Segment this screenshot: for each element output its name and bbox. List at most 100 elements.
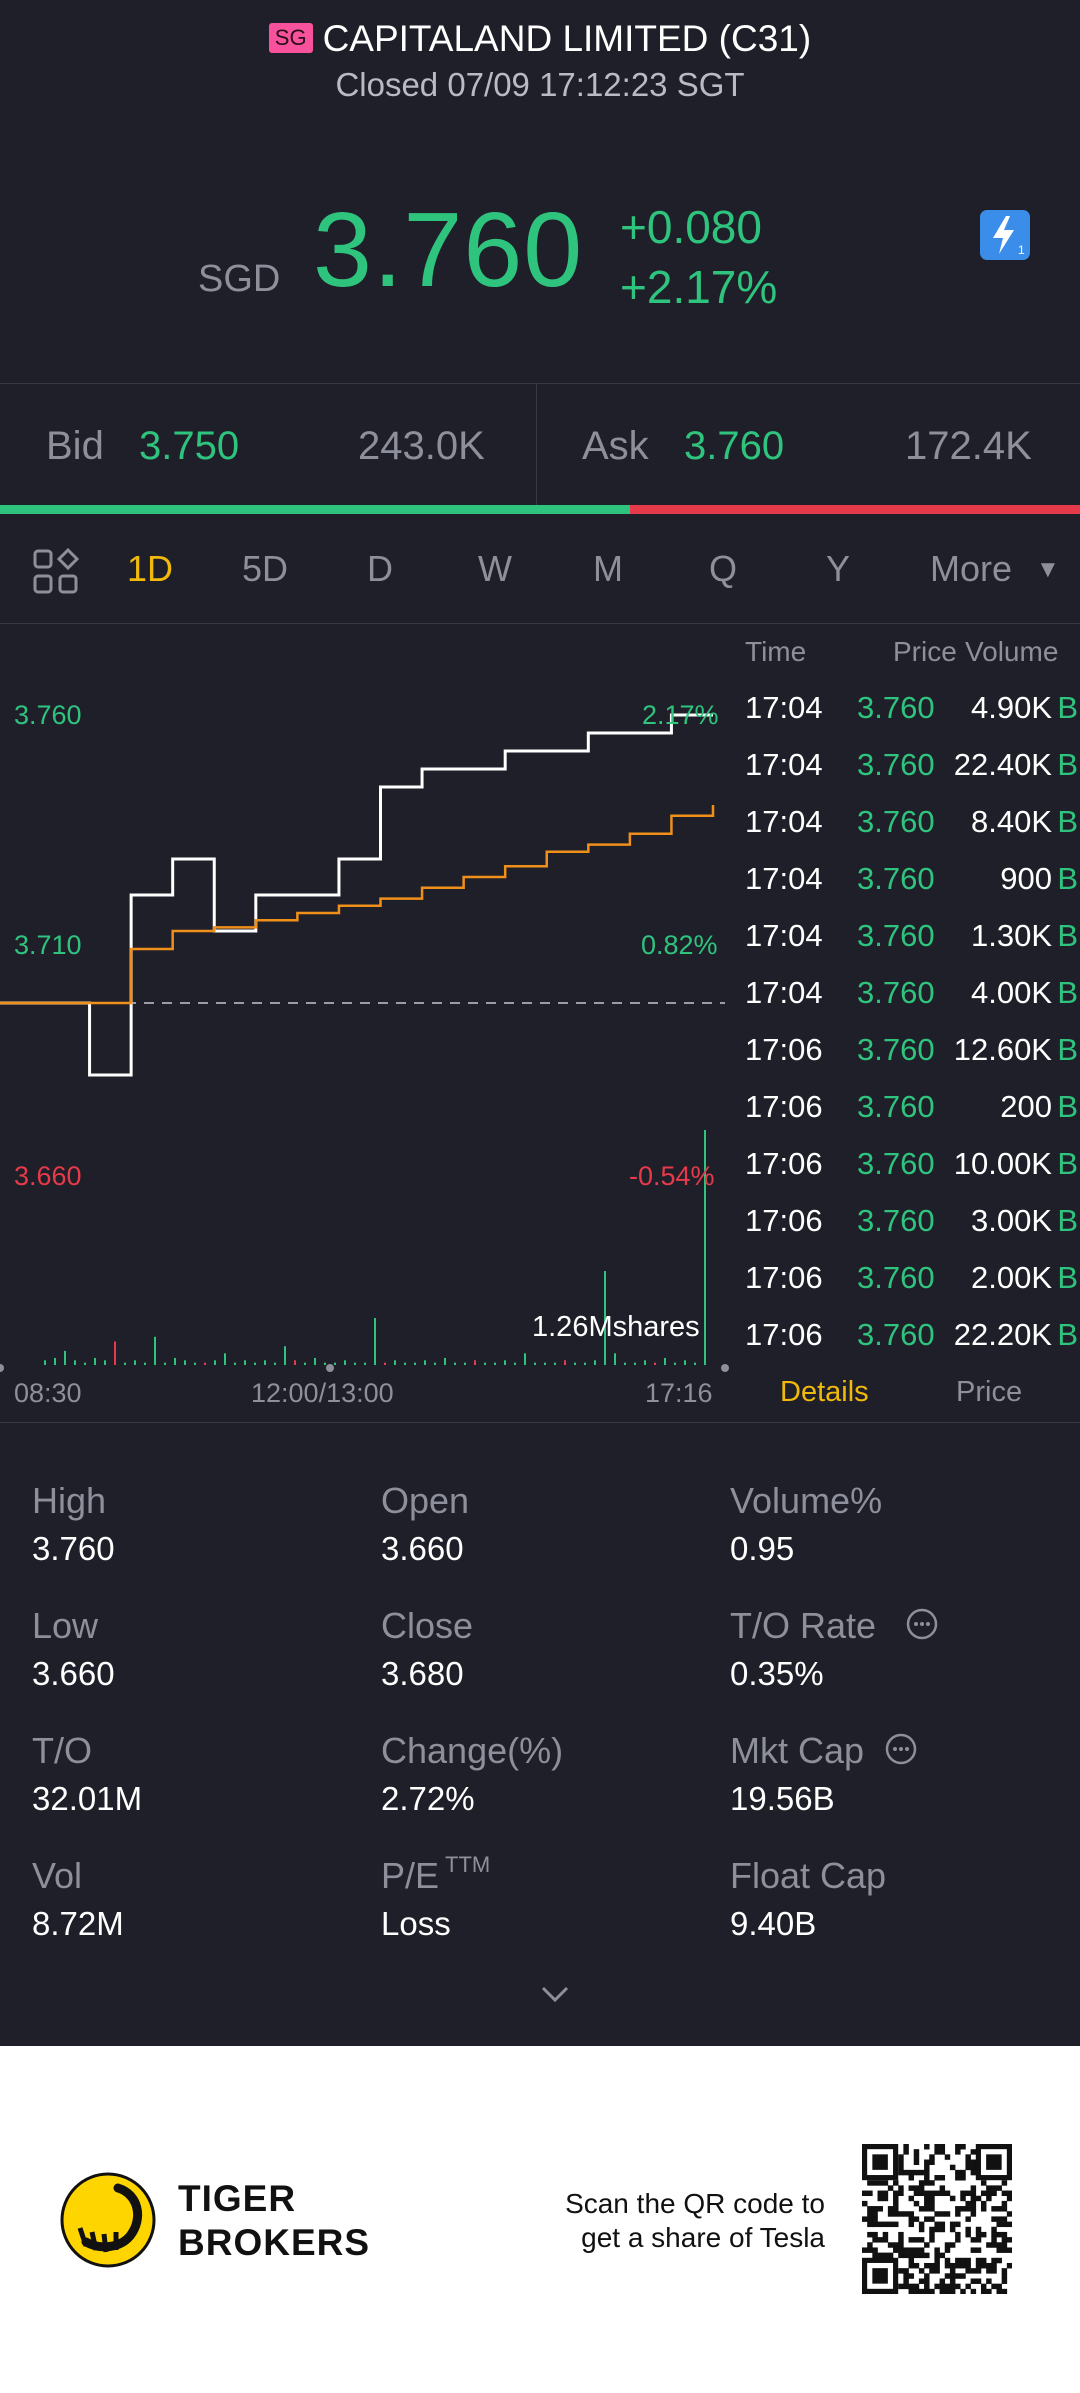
qr-module	[996, 2242, 1002, 2248]
qr-module	[991, 2231, 997, 2238]
qr-module	[1001, 2221, 1008, 2228]
qr-module	[934, 2190, 940, 2197]
qr-module	[980, 2206, 987, 2212]
qr-module	[975, 2226, 982, 2233]
qr-finder	[872, 2154, 888, 2170]
trade-price: 3.760	[857, 1317, 935, 1352]
qr-module	[949, 2288, 956, 2294]
market-status: Closed 07/09 17:12:23 SGT	[335, 66, 745, 103]
qr-module	[955, 2273, 961, 2279]
qr-module	[867, 2216, 873, 2222]
chevron-down-icon[interactable]	[540, 1984, 570, 2004]
qr-module	[944, 2257, 951, 2264]
qr-module	[934, 2252, 940, 2259]
trade-time: 17:04	[745, 975, 823, 1010]
qr-module	[970, 2288, 977, 2294]
qr-module	[924, 2283, 930, 2290]
qr-module	[913, 2262, 920, 2269]
qr-module	[970, 2237, 977, 2243]
qr-module	[975, 2262, 982, 2269]
tab-y[interactable]: Y	[825, 548, 850, 589]
qr-module	[898, 2154, 904, 2160]
qr-module	[975, 2257, 982, 2264]
axis-marker	[0, 1364, 4, 1372]
trade-time: 17:06	[745, 1203, 823, 1238]
qr-module	[965, 2190, 971, 2197]
qr-module	[949, 2268, 956, 2274]
qr-module	[882, 2195, 889, 2202]
qr-module	[934, 2283, 940, 2290]
tab-5d[interactable]: 5D	[241, 548, 289, 589]
stat-label-open: Open	[381, 1480, 470, 1521]
tab-price[interactable]: Price	[956, 1376, 1023, 1408]
trade-side: B	[1057, 747, 1078, 782]
pe-ttm-superscript: TTM	[445, 1852, 491, 1877]
grid-layout-icon[interactable]	[32, 547, 80, 596]
currency-label: SGD	[198, 258, 281, 300]
qr-module	[893, 2242, 899, 2248]
qr-module	[867, 2180, 873, 2186]
trade-price: 3.760	[857, 1203, 935, 1238]
qr-module	[913, 2190, 920, 2197]
qr-module	[934, 2175, 940, 2181]
qr-module	[986, 2190, 992, 2197]
trade-price: 3.760	[857, 1089, 935, 1124]
qr-module	[970, 2195, 977, 2202]
tab-more[interactable]: More ▼	[930, 548, 1060, 590]
qr-module	[908, 2262, 915, 2269]
qr-module	[924, 2242, 930, 2248]
qr-module	[913, 2169, 920, 2176]
intraday-chart[interactable]	[0, 625, 735, 1385]
qr-module	[986, 2195, 992, 2202]
trade-side: B	[1057, 1203, 1078, 1238]
tab-d[interactable]: D	[367, 548, 393, 589]
stat-label-t-o-rate: T/O Rate	[730, 1605, 877, 1646]
info-icon[interactable]	[906, 1608, 938, 1640]
qr-module	[903, 2144, 909, 2150]
qr-module	[955, 2175, 961, 2181]
qr-module	[970, 2211, 977, 2217]
qr-module	[965, 2159, 971, 2165]
qr-module	[877, 2195, 883, 2202]
qr-module	[867, 2242, 873, 2248]
qr-module	[929, 2226, 935, 2233]
qr-module	[913, 2216, 920, 2222]
qr-module	[939, 2185, 946, 2191]
qr-module	[944, 2242, 951, 2248]
qr-module	[960, 2257, 966, 2264]
qr-module	[918, 2278, 925, 2284]
qr-module	[960, 2144, 966, 2150]
qr-module	[918, 2288, 925, 2294]
tab-m[interactable]: M	[593, 548, 623, 589]
divider	[0, 383, 1080, 384]
qr-module	[934, 2144, 940, 2150]
qr-module	[893, 2211, 899, 2217]
qr-module	[991, 2190, 997, 2197]
qr-module	[918, 2190, 925, 2197]
tab-details[interactable]: Details	[780, 1376, 869, 1408]
qr-module	[960, 2175, 966, 2181]
qr-module	[924, 2169, 930, 2176]
tab-q[interactable]: Q	[708, 548, 737, 589]
qr-module	[975, 2278, 982, 2284]
tab-w[interactable]: W	[478, 548, 512, 589]
qr-module	[986, 2278, 992, 2284]
qr-module	[939, 2175, 946, 2181]
trade-row: 17:06 3.760 12.60K B	[745, 1032, 1080, 1072]
qr-module	[924, 2278, 930, 2284]
qr-module	[1001, 2180, 1008, 2186]
qr-module	[918, 2247, 925, 2253]
tab-1d[interactable]: 1D	[126, 548, 174, 589]
qr-module	[944, 2273, 951, 2279]
market-badge: SG	[268, 23, 313, 53]
qr-module	[908, 2252, 915, 2259]
info-icon[interactable]	[885, 1733, 917, 1765]
ask-strength-bar	[630, 505, 1080, 514]
qr-module	[991, 2283, 997, 2290]
trade-price: 3.760	[857, 975, 935, 1010]
lightning-icon[interactable]: 1	[980, 210, 1030, 260]
qr-module	[867, 2247, 873, 2253]
qr-module	[949, 2262, 956, 2269]
caret-down-icon: ▼	[1036, 556, 1060, 583]
qr-module	[949, 2242, 956, 2248]
